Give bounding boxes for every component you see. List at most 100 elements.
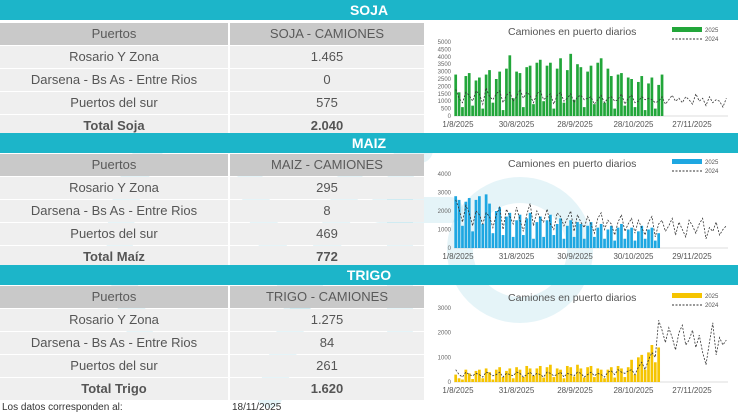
- bar-2025: [474, 370, 478, 382]
- bar-2025: [545, 220, 549, 248]
- bar-2025: [623, 105, 627, 116]
- y-tick-label: 3000: [438, 70, 452, 76]
- trigo-banner: TRIGO: [0, 265, 738, 285]
- bar-2025: [579, 368, 583, 382]
- bar-2025: [637, 81, 640, 116]
- total-value: 2.040: [230, 115, 424, 137]
- bar-2025: [481, 223, 485, 248]
- bar-2025: [616, 227, 620, 248]
- bar-2025: [518, 369, 522, 382]
- bar-2025: [586, 71, 589, 116]
- bar-2025: [488, 203, 491, 248]
- bar-2025: [569, 53, 573, 116]
- bar-2025: [640, 76, 644, 116]
- bar-2025: [572, 236, 576, 248]
- bar-2025: [461, 225, 464, 248]
- y-tick-label: 1000: [438, 99, 452, 105]
- bar-2025: [508, 212, 512, 248]
- bar-2025: [596, 227, 600, 248]
- bar-2025: [582, 107, 586, 116]
- legend-swatch-2025: [672, 27, 702, 32]
- row-value: 84: [230, 332, 424, 354]
- table-header: Puertos MAIZ - CAMIONES: [0, 154, 424, 177]
- bar-2025: [532, 375, 535, 382]
- bar-2025: [491, 233, 495, 248]
- bar-2025: [467, 198, 471, 248]
- bar-2025: [647, 352, 650, 382]
- y-tick-label: 4500: [438, 47, 452, 53]
- bar-2025: [626, 229, 630, 248]
- bar-2025: [484, 74, 488, 116]
- bar-2025: [552, 108, 556, 116]
- total-label: Total Soja: [0, 115, 228, 137]
- bar-2025: [471, 379, 474, 382]
- bar-2025: [457, 378, 461, 382]
- header-trucks: TRIGO - CAMIONES: [230, 286, 424, 308]
- bar-2025: [582, 377, 586, 382]
- bar-2025: [481, 378, 485, 382]
- bar-2025: [640, 354, 644, 382]
- bar-2025: [643, 110, 647, 116]
- bar-2025: [454, 374, 458, 382]
- bar-2025: [559, 218, 562, 248]
- row-value: 261: [230, 355, 424, 377]
- y-tick-label: 3500: [438, 62, 452, 68]
- table-row: Rosario Y Zona 1.465: [0, 46, 424, 69]
- bar-2025: [545, 367, 549, 382]
- bar-2025: [488, 70, 491, 116]
- legend-swatch-2025: [672, 159, 702, 164]
- bar-2025: [535, 222, 539, 248]
- legend-label-2025: 2025: [705, 28, 719, 34]
- bar-2025: [505, 216, 508, 248]
- bar-2025: [565, 365, 569, 382]
- x-tick-label: 29/11/2025: [672, 252, 712, 261]
- bar-2025: [518, 214, 522, 248]
- bar-2025: [603, 238, 606, 248]
- row-value: 575: [230, 92, 424, 114]
- line-2024: [455, 86, 727, 109]
- x-tick-label: 1/8/2025: [442, 252, 474, 261]
- bar-2025: [630, 359, 633, 382]
- bar-2025: [653, 362, 657, 382]
- bar-2025: [457, 199, 461, 248]
- bar-2025: [471, 105, 474, 116]
- table-row: Puertos del sur 575: [0, 92, 424, 115]
- bar-2025: [657, 233, 661, 248]
- bar-2025: [515, 367, 518, 382]
- table-row: Puertos del sur 469: [0, 223, 424, 246]
- bar-2025: [498, 367, 502, 382]
- bar-2025: [647, 83, 650, 116]
- y-tick-label: 4000: [438, 172, 452, 178]
- bar-2025: [474, 199, 478, 248]
- bar-2025: [606, 369, 610, 382]
- bar-2025: [505, 370, 508, 382]
- row-label: Rosario Y Zona: [0, 309, 228, 331]
- line-2024: [455, 199, 727, 239]
- bar-2025: [484, 194, 488, 248]
- bar-2025: [657, 347, 661, 382]
- bar-2025: [620, 368, 623, 382]
- bar-2025: [572, 376, 576, 382]
- bar-2025: [501, 235, 505, 248]
- bar-2025: [478, 196, 481, 248]
- total-label: Total Trigo: [0, 378, 228, 400]
- y-tick-label: 2000: [438, 84, 452, 90]
- bar-2025: [461, 379, 464, 382]
- bar-2025: [637, 231, 640, 248]
- table-total-row: Total Trigo 1.620: [0, 378, 424, 401]
- legend-label-2025: 2025: [705, 160, 719, 166]
- bar-2025: [633, 374, 637, 382]
- bar-2025: [633, 107, 637, 116]
- y-tick-label: 3000: [438, 191, 452, 197]
- bar-2025: [525, 218, 529, 248]
- bar-2025: [511, 98, 515, 116]
- total-label: Total Maíz: [0, 246, 228, 268]
- y-tick-label: 1000: [438, 355, 452, 361]
- bar-2025: [582, 238, 586, 248]
- y-tick-label: 3000: [438, 306, 452, 312]
- bar-2025: [565, 70, 569, 116]
- bar-2025: [454, 196, 458, 248]
- bar-2025: [505, 68, 508, 116]
- bar-2025: [613, 108, 617, 116]
- footer-label: Los datos corresponden al:: [2, 402, 123, 413]
